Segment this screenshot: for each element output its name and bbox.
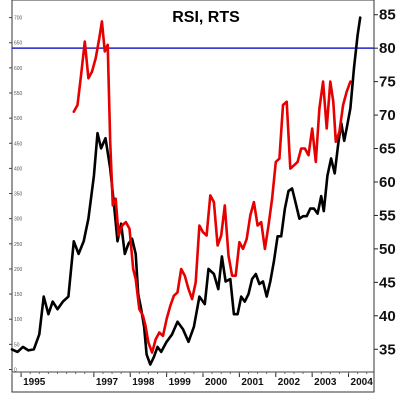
rsi-series-line xyxy=(72,20,352,354)
right-axis-tick-label: 45 xyxy=(379,274,396,291)
right-axis-tick-label: 55 xyxy=(379,207,396,224)
x-axis-tick-label: 1998 xyxy=(132,377,155,388)
left-axis-tick-label: 200 xyxy=(14,267,23,273)
right-axis-tick-label: 80 xyxy=(379,40,396,57)
plot-frame xyxy=(11,0,375,393)
left-axis-tick-label: 0 xyxy=(14,367,17,373)
x-axis-tick-label: 1997 xyxy=(96,377,119,388)
right-axis-tick-label: 85 xyxy=(379,7,396,24)
left-axis-tick-label: 450 xyxy=(14,141,23,147)
right-axis-tick-label: 60 xyxy=(379,174,396,191)
left-axis-tick-label: 650 xyxy=(14,41,23,47)
right-axis-tick-label: 50 xyxy=(379,241,396,258)
right-axis-tick-label: 70 xyxy=(379,107,396,124)
right-axis: 35 40 45 50 55 60 65 70 75 80 85 xyxy=(374,7,396,358)
left-axis-tick-label: 100 xyxy=(14,317,23,323)
left-axis-tick-label: 50 xyxy=(14,342,20,348)
left-axis-tick-label: 300 xyxy=(14,217,23,223)
left-axis-tick-label: 600 xyxy=(14,66,23,72)
right-axis-tick-label: 75 xyxy=(379,74,396,91)
left-axis: 0 50 100 150 200 250 300 350 400 450 500 550 600 650 7… xyxy=(9,16,23,373)
x-axis-tick-label: 2001 xyxy=(241,377,264,388)
right-axis-tick-label: 65 xyxy=(379,141,396,158)
x-axis-tick-label: 2000 xyxy=(205,377,228,388)
left-axis-tick-label: 250 xyxy=(14,242,23,248)
left-axis-tick-label: 400 xyxy=(14,166,23,172)
x-axis-tick-label: 1999 xyxy=(169,377,192,388)
left-axis-tick-label: 700 xyxy=(14,16,23,22)
chart-title: RSI, RTS xyxy=(172,9,240,26)
x-axis-tick-label: 1995 xyxy=(23,377,46,388)
left-axis-tick-label: 500 xyxy=(14,116,23,122)
x-axis-tick-label: 2003 xyxy=(314,377,337,388)
left-axis-tick-label: 350 xyxy=(14,192,23,198)
left-axis-tick-label: 550 xyxy=(14,91,23,97)
right-axis-tick-label: 35 xyxy=(379,341,396,358)
left-axis-tick-label: 150 xyxy=(14,292,23,298)
right-axis-tick-label: 40 xyxy=(379,308,396,325)
x-axis-tick-label: 2004 xyxy=(351,377,374,388)
x-axis: 1995 1997 1998 1999 2000 2001 2002 2003 2004 xyxy=(11,371,374,388)
rts-series-line xyxy=(10,16,362,366)
x-axis-tick-label: 2002 xyxy=(278,377,301,388)
series-layer xyxy=(10,16,362,366)
